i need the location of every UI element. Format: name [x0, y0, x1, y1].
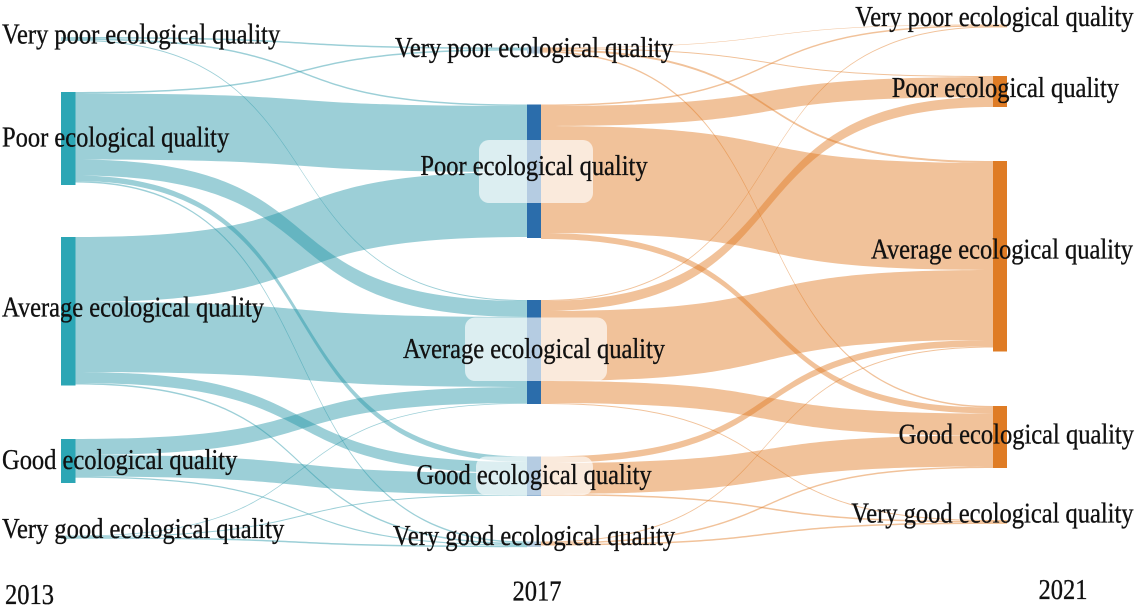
svg-text:2017: 2017: [513, 575, 562, 606]
svg-text:Average ecological quality: Average ecological quality: [2, 291, 265, 323]
svg-text:2013: 2013: [5, 578, 54, 606]
svg-text:2021: 2021: [1039, 573, 1088, 605]
svg-text:Poor ecological quality: Poor ecological quality: [2, 121, 230, 153]
svg-text:Good ecological quality: Good ecological quality: [899, 418, 1135, 450]
svg-text:Very good ecological quality: Very good ecological quality: [2, 512, 285, 544]
svg-text:Very poor ecological quality: Very poor ecological quality: [2, 18, 281, 50]
svg-text:Good ecological quality: Good ecological quality: [416, 458, 652, 490]
svg-text:Average ecological quality: Average ecological quality: [871, 233, 1134, 265]
svg-text:Average ecological quality: Average ecological quality: [403, 332, 666, 364]
svg-text:Poor ecological quality: Poor ecological quality: [420, 149, 648, 181]
svg-text:Very good ecological quality: Very good ecological quality: [393, 519, 676, 551]
svg-text:Very poor ecological quality: Very poor ecological quality: [395, 31, 674, 63]
svg-text:Very poor ecological quality: Very poor ecological quality: [855, 0, 1134, 32]
svg-text:Good ecological quality: Good ecological quality: [2, 443, 238, 475]
svg-text:Poor ecological quality: Poor ecological quality: [892, 71, 1120, 103]
svg-text:Very good ecological quality: Very good ecological quality: [851, 497, 1134, 529]
